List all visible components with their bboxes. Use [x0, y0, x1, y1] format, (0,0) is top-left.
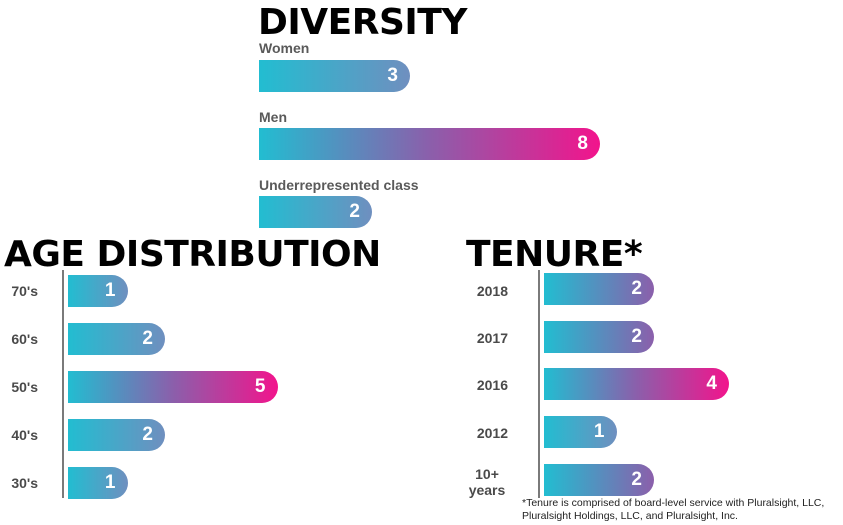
age-tick-60s: 60's [11, 331, 38, 347]
tenure-bar-2012: 1 [544, 416, 617, 448]
age-tick-70s: 70's [11, 283, 38, 299]
tenure-axis-line [538, 270, 540, 498]
diversity-label-men: Men [259, 109, 287, 125]
diversity-value-women: 3 [387, 65, 398, 86]
tenure-tick-2017: 2017 [476, 330, 508, 346]
age-distribution-title: AGE DISTRIBUTION [4, 234, 381, 275]
diversity-bar-women: 3 [259, 60, 410, 92]
tenure-bar-10plus: 2 [544, 464, 654, 496]
tenure-title: TENURE* [466, 234, 643, 275]
age-bar-50s: 5 [68, 371, 278, 403]
tenure-tick-2016: 2016 [476, 377, 508, 393]
tenure-tick-10plus: 10+ years [468, 466, 506, 498]
diversity-value-underrepresented: 2 [349, 201, 360, 222]
tenure-value-2017: 2 [631, 326, 642, 347]
age-value-70s: 1 [104, 280, 116, 301]
diversity-title: DIVERSITY [258, 2, 467, 43]
tenure-footnote: *Tenure is comprised of board-level serv… [522, 497, 825, 522]
tenure-tick-2018: 2018 [476, 283, 508, 299]
diversity-label-underrepresented: Underrepresented class [259, 177, 419, 193]
tenure-value-2016: 4 [706, 373, 717, 394]
tenure-bar-2017: 2 [544, 321, 654, 353]
tenure-value-2018: 2 [631, 278, 642, 299]
age-bar-70s: 1 [68, 275, 128, 307]
age-tick-50s: 50's [11, 379, 38, 395]
diversity-label-women: Women [259, 40, 310, 56]
age-value-30s: 1 [104, 472, 116, 493]
age-tick-30s: 30's [11, 475, 38, 491]
age-value-50s: 5 [254, 376, 266, 397]
diversity-value-men: 8 [577, 133, 588, 154]
tenure-value-2012: 1 [593, 421, 605, 442]
age-value-40s: 2 [142, 424, 153, 445]
tenure-bar-2016: 4 [544, 368, 729, 400]
age-axis-line [62, 270, 64, 498]
age-tick-40s: 40's [11, 427, 38, 443]
diversity-bar-men: 8 [259, 128, 600, 160]
tenure-bar-2018: 2 [544, 273, 654, 305]
tenure-value-10plus: 2 [631, 469, 642, 490]
tenure-tick-2012: 2012 [476, 425, 508, 441]
age-bar-30s: 1 [68, 467, 128, 499]
age-value-60s: 2 [142, 328, 153, 349]
diversity-bar-underrepresented: 2 [259, 196, 372, 228]
age-bar-60s: 2 [68, 323, 165, 355]
age-bar-40s: 2 [68, 419, 165, 451]
